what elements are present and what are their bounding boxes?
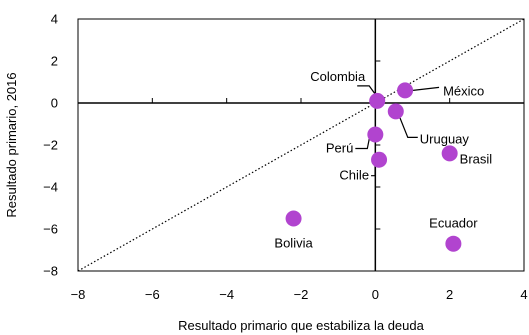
y-axis-title: Resultado primario, 2016 xyxy=(4,72,19,217)
leader-line xyxy=(399,117,418,138)
leader-line xyxy=(357,85,378,98)
data-point-per xyxy=(367,126,384,143)
y-tick-label: 0 xyxy=(51,96,58,111)
x-tick-label: −8 xyxy=(71,287,86,302)
point-label: México xyxy=(443,83,484,98)
data-point-bolivia xyxy=(285,210,302,227)
data-point-brasil xyxy=(441,145,458,162)
leader-line xyxy=(371,165,376,177)
point-label: Brasil xyxy=(460,151,493,166)
point-label: Chile xyxy=(339,168,369,183)
data-point-uruguay xyxy=(387,103,404,120)
point-label: Ecuador xyxy=(429,216,478,231)
point-label: Colombia xyxy=(310,69,366,84)
x-tick-label: −6 xyxy=(145,287,160,302)
plot-frame xyxy=(77,18,525,272)
x-tick-label: 0 xyxy=(372,287,379,302)
y-tick-label: 4 xyxy=(51,12,58,27)
y-tick-label: −8 xyxy=(43,264,58,279)
data-point-chile xyxy=(371,151,388,168)
y-tick-label: −6 xyxy=(43,222,58,237)
y-tick-label: −2 xyxy=(43,138,58,153)
x-tick-label: −4 xyxy=(219,287,234,302)
x-tick-label: −2 xyxy=(294,287,309,302)
x-tick-label: 4 xyxy=(520,287,527,302)
y-tick-label: −4 xyxy=(43,180,58,195)
point-label: Perú xyxy=(326,141,353,156)
data-point-ecuador xyxy=(445,235,462,252)
x-tick-label: 2 xyxy=(446,287,453,302)
leader-line xyxy=(412,86,440,91)
data-point-colombia xyxy=(369,92,386,109)
reference-45-degree-line xyxy=(77,18,525,272)
y-tick-label: 2 xyxy=(51,54,58,69)
x-axis-title: Resultado primario que estabiliza la deu… xyxy=(178,318,424,333)
point-label: Uruguay xyxy=(420,131,470,146)
data-point-mxico xyxy=(397,82,414,99)
point-label: Bolivia xyxy=(274,236,313,251)
leader-line xyxy=(355,138,370,150)
